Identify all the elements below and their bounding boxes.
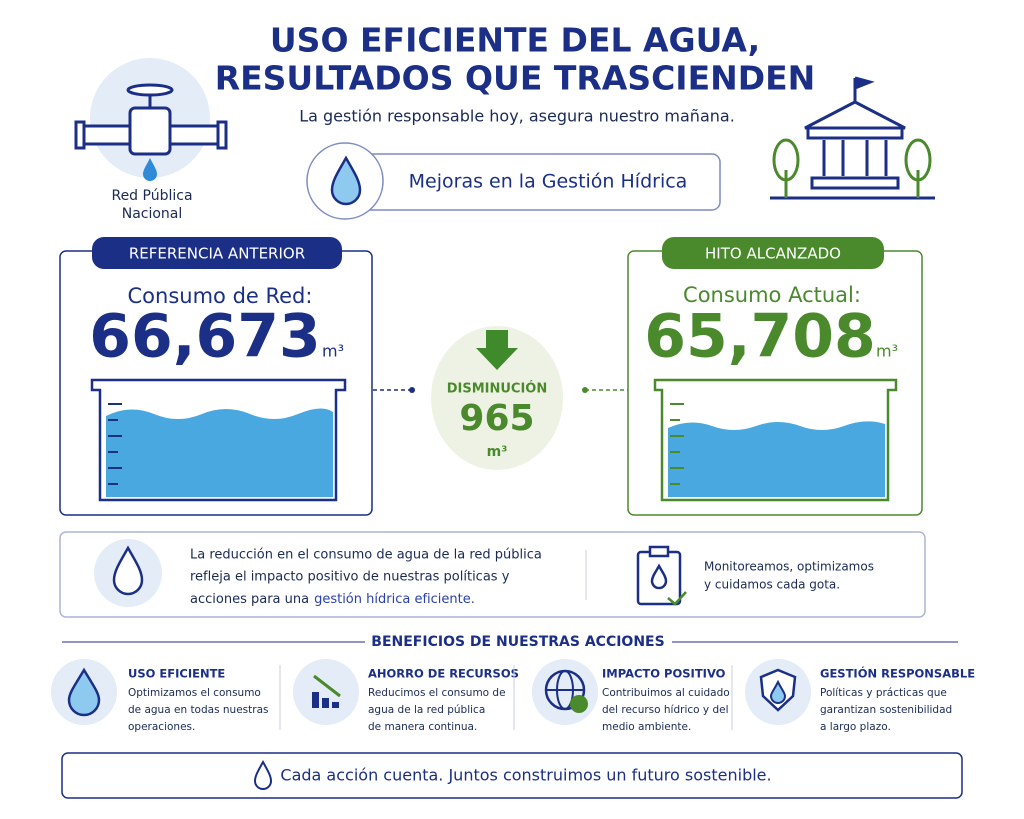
benefit-line: de agua en todas nuestras — [128, 704, 268, 716]
benefit-line: Reducimos el consumo de — [368, 687, 506, 699]
building-icon-part — [772, 138, 932, 198]
benefit-line: Optimizamos el consumo — [128, 687, 261, 699]
benefit-line: del recurso hídrico y del — [602, 704, 729, 716]
benefit-icon-glyph — [67, 667, 101, 717]
building-icon — [770, 76, 935, 200]
benefit-title: AHORRO DE RECURSOS — [368, 667, 519, 681]
benefit-icon-glyph-part — [570, 695, 588, 713]
previous-badge: REFERENCIA ANTERIOR — [129, 245, 305, 263]
clipboard-icon — [636, 545, 687, 606]
building-icon-part — [810, 176, 900, 190]
note-line: La reducción en el consumo de agua de la… — [190, 548, 542, 563]
connector-dot — [582, 387, 588, 393]
benefit-icon-glyph-part — [332, 702, 339, 708]
tank-current-part — [668, 421, 885, 497]
previous-badge-bg — [92, 237, 342, 269]
title: RESULTADOS QUE TRASCIENDEN — [215, 59, 816, 98]
benefit-line: Políticas y prácticas que — [820, 687, 947, 699]
benefit-title: GESTIÓN RESPONSABLE — [820, 666, 975, 681]
benefit-icon-glyph — [759, 668, 797, 712]
tank-previous-part — [108, 403, 122, 485]
note-line: acciones para una gestión hídrica eficien… — [190, 592, 475, 607]
building-icon-part — [806, 126, 904, 140]
drop-icon-part — [330, 155, 362, 206]
reduction-circle — [431, 326, 563, 470]
pipe-icon-part — [74, 120, 86, 150]
benefit-icon-glyph — [544, 669, 588, 713]
benefit-title: IMPACTO POSITIVO — [602, 667, 726, 681]
down-arrow — [476, 330, 518, 370]
previous-unit: m³ — [322, 342, 344, 361]
previous-value: 66,673 — [89, 302, 321, 372]
benefit-title: USO EFICIENTE — [128, 667, 225, 681]
current-unit: m³ — [876, 342, 898, 361]
reduction-label: DISMINUCIÓN — [447, 381, 548, 397]
title: USO EFICIENTE DEL AGUA, — [270, 21, 760, 60]
benefit-line: de manera continua. — [368, 721, 477, 733]
benefit-icon — [532, 659, 598, 725]
pipe-icon-part — [128, 106, 172, 156]
network-label: Red Pública — [111, 188, 192, 204]
benefit-line: a largo plazo. — [820, 721, 891, 733]
building-icon-part — [804, 100, 906, 130]
benefit-line: operaciones. — [128, 721, 195, 733]
benefit-icon-bg — [293, 659, 359, 725]
benefit-icon-bg — [532, 659, 598, 725]
benefit-icon — [51, 659, 117, 725]
current-label: Consumo Actual: — [683, 283, 861, 307]
benefit-icon-glyph — [312, 674, 341, 708]
drop-icon — [94, 539, 162, 607]
current-badge: HITO ALCANZADO — [705, 245, 841, 263]
drop-icon-part — [112, 545, 144, 596]
benefit-icon-glyph-part — [322, 698, 329, 708]
reduction-value: 965 — [459, 398, 534, 439]
pipe-icon-part — [143, 158, 157, 181]
benefit-line: garantizan sostenibilidad — [820, 704, 952, 716]
pipe-icon — [74, 58, 228, 181]
benefit-icon-glyph-part — [313, 674, 341, 698]
clipboard-icon-part — [648, 545, 670, 558]
benefit-icon-glyph-part — [769, 679, 787, 704]
benefits-title: BENEFICIOS DE NUESTRAS ACCIONES — [371, 634, 664, 650]
clipboard-icon-part — [650, 563, 668, 590]
benefit-line: Contribuimos al cuidado — [602, 687, 730, 699]
benefit-icon-glyph-part — [67, 667, 101, 717]
tank-previous-part — [106, 408, 333, 497]
network-label: Nacional — [122, 206, 183, 222]
current-badge-bg — [662, 237, 884, 269]
building-icon-part — [854, 76, 875, 90]
benefit-icon — [745, 659, 811, 725]
footer-box — [61, 752, 963, 799]
note-emphasis: gestión hídrica eficiente. — [314, 592, 475, 607]
monitor-line: y cuidamos cada gota. — [704, 578, 840, 592]
previous-label: Consumo de Red: — [128, 284, 313, 308]
monitor-line: Monitoreamos, optimizamos — [704, 560, 874, 574]
subtitle: La gestión responsable hoy, asegura nues… — [299, 107, 735, 126]
note-line: refleja el impacto positivo de nuestras … — [190, 570, 510, 585]
clipboard-icon-part — [667, 591, 687, 606]
pipe-icon-part — [126, 83, 174, 97]
tank-previous — [90, 378, 347, 502]
highlight-text: Mejoras en la Gestión Hídrica — [409, 171, 688, 193]
info-box — [59, 531, 926, 618]
benefit-icon-glyph-part — [312, 692, 319, 708]
note-text: acciones para una — [190, 592, 309, 607]
current-value: 65,708 — [644, 302, 876, 372]
footer-text: Cada acción cuenta. Juntos construimos u… — [280, 766, 771, 785]
benefit-line: medio ambiente. — [602, 721, 691, 733]
tank-current-part — [670, 403, 684, 485]
connector-dot — [409, 387, 415, 393]
footer-drop — [253, 759, 273, 790]
tank-current — [653, 378, 898, 502]
benefit-line: agua de la red pública — [368, 704, 485, 716]
pipe-icon-part — [216, 120, 228, 150]
benefits: USO EFICIENTE Optimizamos el consumo de ag… — [51, 659, 975, 733]
benefit-icon — [293, 659, 359, 725]
drop-icon — [306, 142, 384, 220]
reduction-unit: m³ — [487, 444, 508, 460]
